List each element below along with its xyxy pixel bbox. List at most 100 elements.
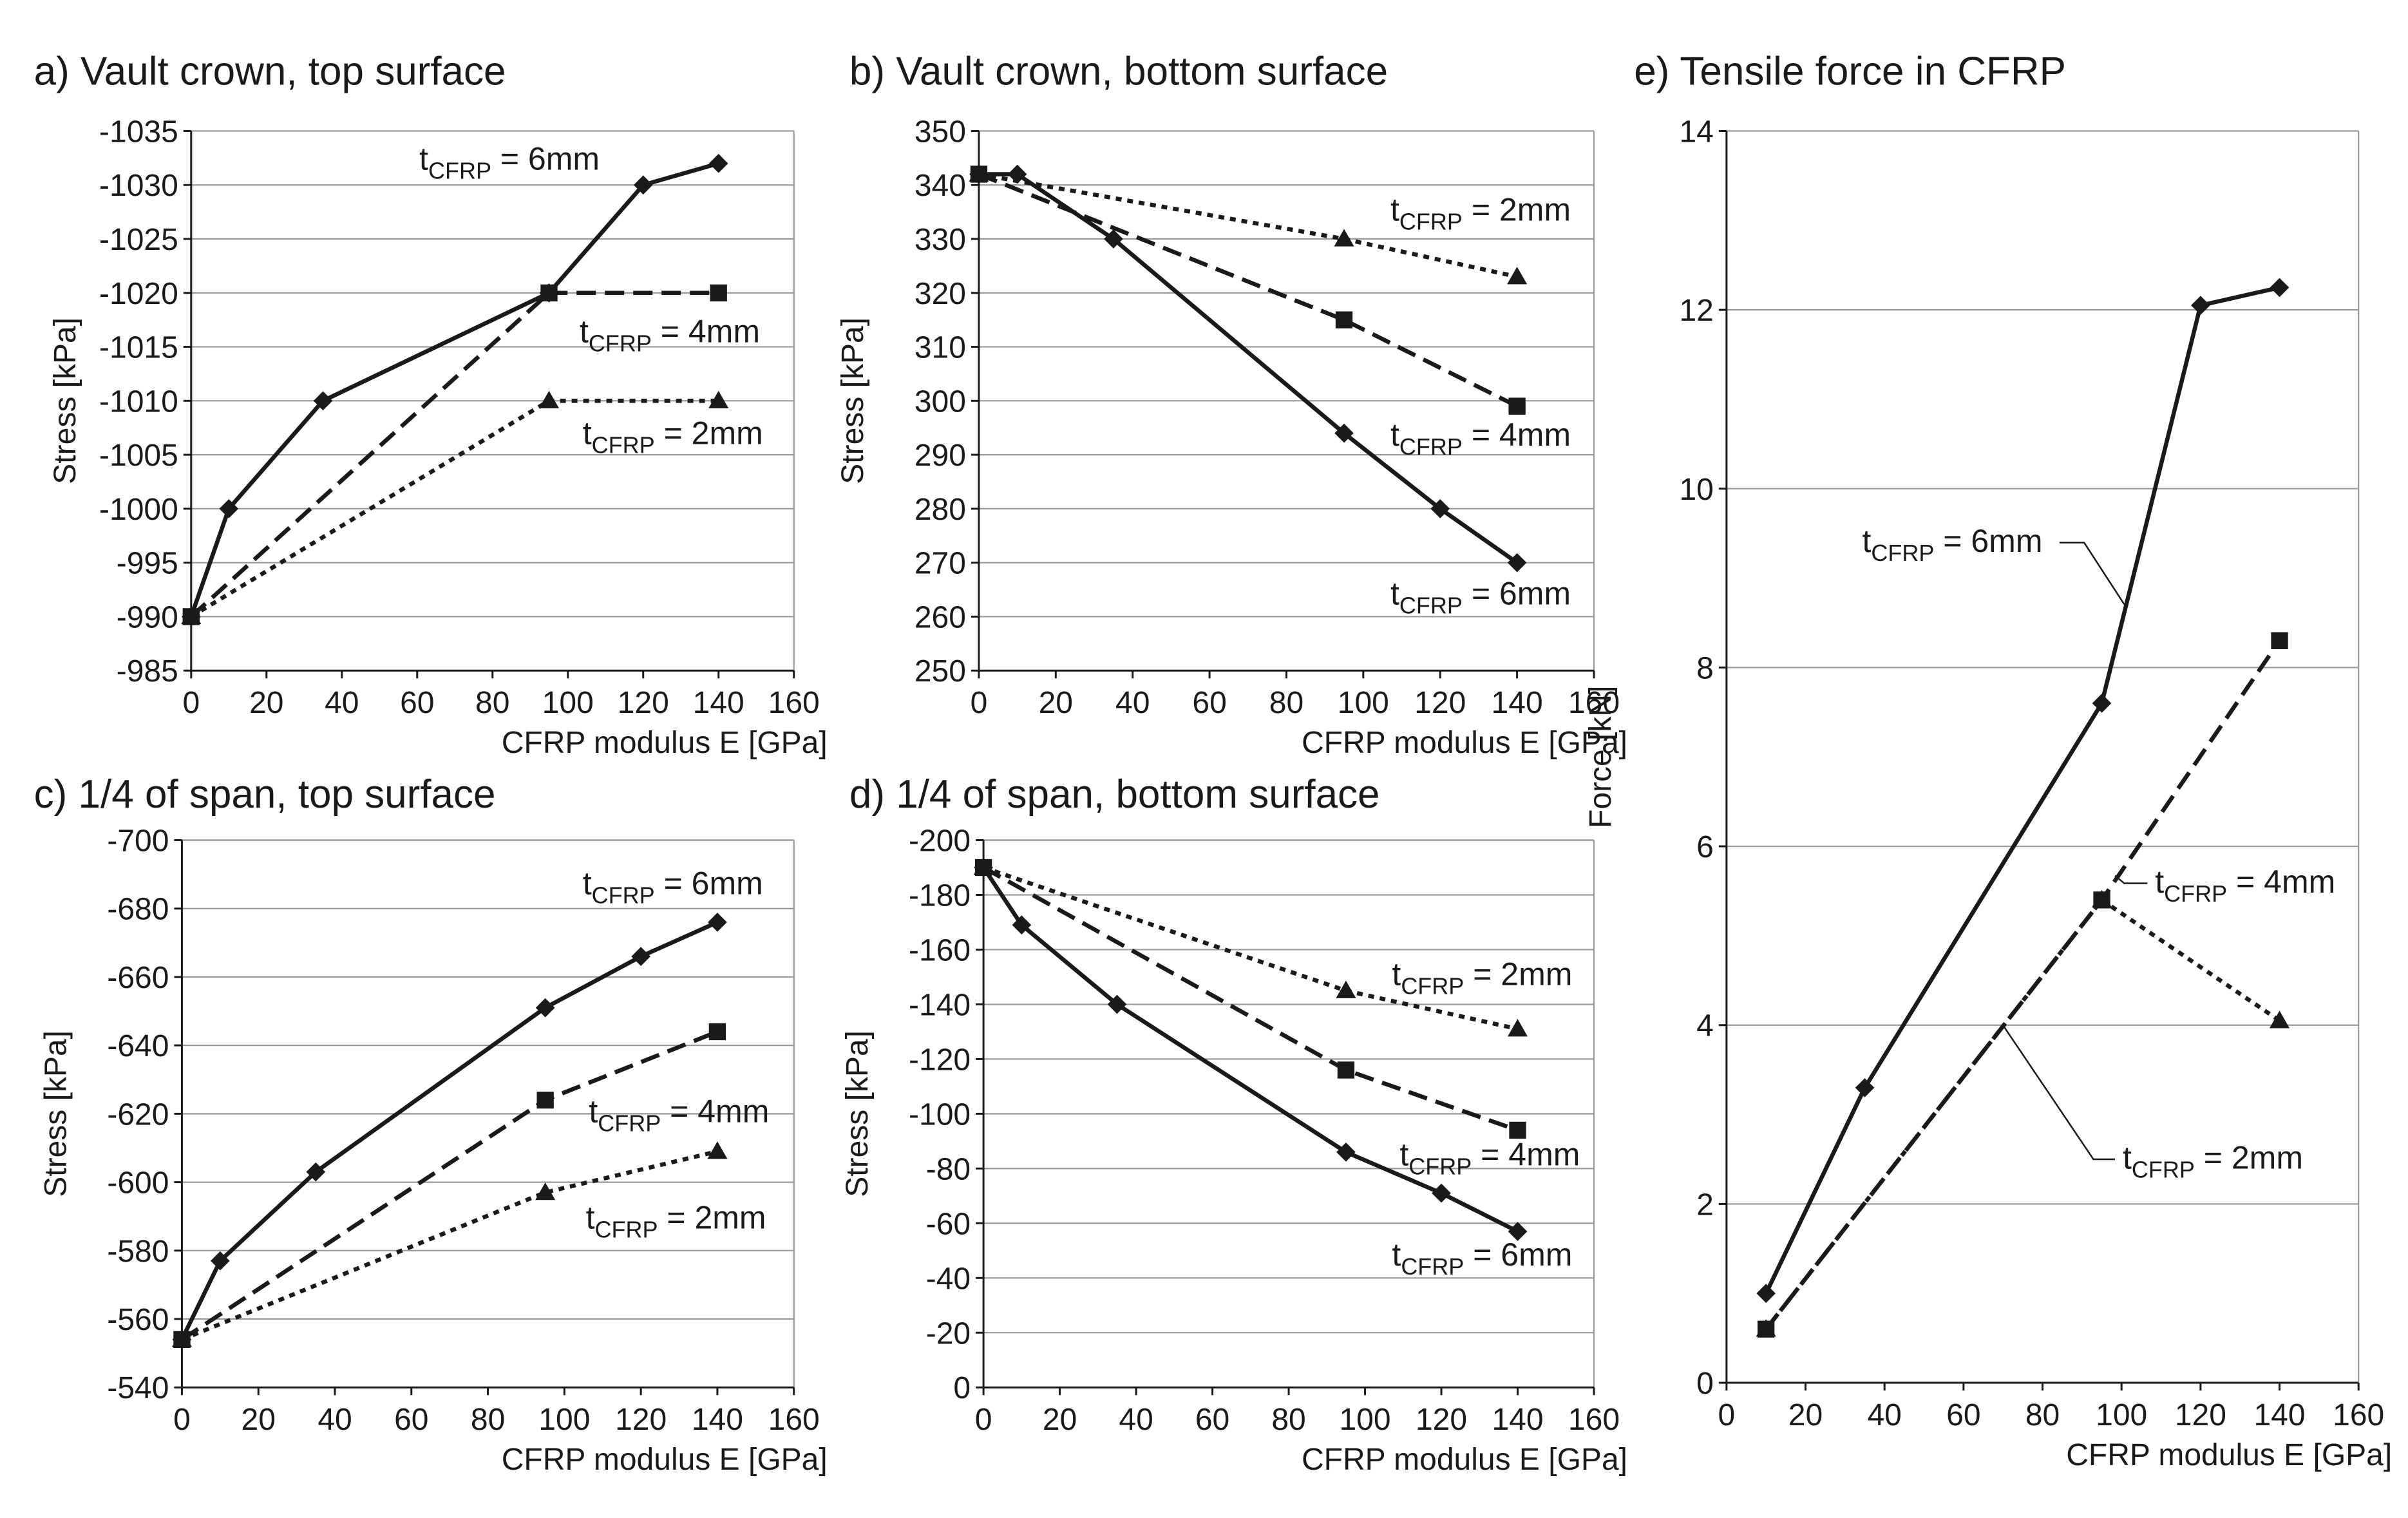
- x-tick-label: 120: [2175, 1398, 2226, 1432]
- y-tick-label: -1015: [99, 331, 178, 365]
- y-axis-label: Stress [kPa]: [39, 1030, 73, 1197]
- y-axis-label: Stress [kPa]: [48, 318, 82, 484]
- x-tick-label: 160: [2333, 1398, 2384, 1432]
- x-tick-label: 20: [1043, 1403, 1077, 1437]
- y-tick-label: -100: [909, 1097, 971, 1132]
- data-point-6mm: [708, 153, 728, 173]
- y-tick-label: 260: [915, 600, 966, 634]
- data-point-2mm: [535, 1182, 556, 1200]
- data-point-6mm: [1007, 164, 1027, 184]
- x-tick-label: 80: [471, 1403, 505, 1437]
- y-tick-label: 0: [1696, 1367, 1714, 1401]
- x-tick-label: 20: [249, 686, 283, 720]
- y-tick-label: -180: [909, 878, 971, 913]
- y-tick-label: 320: [915, 277, 966, 311]
- data-point-4mm: [536, 1091, 554, 1109]
- data-point-2mm: [708, 390, 729, 409]
- y-tick-label: 300: [915, 384, 966, 419]
- data-point-6mm: [1104, 229, 1123, 249]
- data-point-6mm: [969, 164, 989, 184]
- data-point-6mm: [313, 391, 333, 411]
- x-tick-label: 0: [971, 686, 988, 720]
- y-tick-label: -995: [117, 547, 178, 581]
- x-tick-label: 80: [475, 686, 509, 720]
- y-tick-label: -560: [107, 1303, 169, 1337]
- y-axis-label: Force [kN]: [1584, 686, 1618, 828]
- series-label-2mm: tCFRP = 2mm: [586, 1200, 766, 1243]
- x-tick-label: 100: [542, 686, 594, 720]
- x-tick-label: 40: [1115, 686, 1150, 720]
- x-tick-label: 120: [615, 1403, 667, 1437]
- x-tick-label: 120: [1416, 1403, 1467, 1437]
- series-label-4mm: tCFRP = 4mm: [580, 313, 760, 356]
- series-label-4mm: tCFRP = 4mm: [1399, 1137, 1580, 1180]
- y-tick-label: -160: [909, 933, 971, 967]
- leader-line-2mm: [2003, 1026, 2116, 1161]
- data-point-6mm: [1334, 423, 1354, 443]
- x-axis-label: CFRP modulus E [GPa]: [502, 726, 828, 760]
- y-tick-label: -1005: [99, 439, 178, 473]
- x-tick-label: 20: [242, 1403, 276, 1437]
- series-line-4mm: [978, 172, 1519, 408]
- x-tick-label: 80: [2025, 1398, 2060, 1432]
- chart-title: e) Tensile force in CFRP: [1634, 50, 2066, 94]
- y-tick-label: 2: [1696, 1188, 1714, 1222]
- series-label-2mm: tCFRP = 2mm: [1392, 956, 1572, 1000]
- series-line-2mm: [978, 172, 1518, 279]
- data-point-2mm: [2269, 1010, 2290, 1029]
- data-point-6mm: [1432, 1183, 1451, 1203]
- data-point-6mm: [1508, 1222, 1528, 1241]
- y-axis-label: Stress [kPa]: [840, 1030, 875, 1197]
- x-tick-label: 160: [1568, 1403, 1620, 1437]
- y-tick-label: 12: [1679, 294, 1713, 328]
- x-tick-label: 60: [394, 1403, 428, 1437]
- series-label-6mm: tCFRP = 6mm: [419, 140, 600, 184]
- y-tick-label: 350: [915, 115, 966, 149]
- y-tick-label: 310: [915, 331, 966, 365]
- data-point-6mm: [1855, 1078, 1875, 1097]
- data-point-6mm: [633, 175, 653, 195]
- series-line-2mm: [1764, 898, 2281, 1331]
- y-tick-label: 280: [915, 493, 966, 527]
- y-tick-label: -990: [117, 600, 178, 634]
- x-axis-label: CFRP modulus E [GPa]: [1302, 726, 1627, 760]
- series-label-6mm: tCFRP = 6mm: [583, 865, 763, 908]
- series-line-6mm: [189, 161, 719, 618]
- y-tick-label: 340: [915, 169, 966, 203]
- data-point-4mm: [2271, 632, 2288, 649]
- y-tick-label: -600: [107, 1166, 169, 1200]
- data-point-4mm: [708, 1023, 726, 1041]
- y-tick-label: -1010: [99, 384, 178, 419]
- y-tick-label: -540: [107, 1371, 169, 1405]
- data-point-6mm: [2270, 278, 2289, 298]
- data-point-2mm: [707, 1141, 728, 1159]
- y-tick-label: 14: [1679, 115, 1713, 149]
- y-tick-label: 290: [915, 439, 966, 473]
- y-tick-label: -680: [107, 893, 169, 927]
- x-tick-label: 60: [1192, 686, 1226, 720]
- x-tick-label: 60: [1946, 1398, 1980, 1432]
- data-point-2mm: [181, 606, 202, 625]
- y-tick-label: -80: [926, 1152, 971, 1186]
- x-tick-label: 140: [1492, 1403, 1543, 1437]
- data-point-6mm: [1430, 499, 1450, 518]
- data-point-6mm: [631, 947, 650, 966]
- chart-title: b) Vault crown, bottom surface: [849, 50, 1388, 94]
- x-tick-label: 0: [173, 1403, 191, 1437]
- x-tick-label: 20: [1788, 1398, 1823, 1432]
- y-tick-label: 330: [915, 223, 966, 257]
- data-point-4mm: [1335, 311, 1353, 328]
- chart-panel-c: c) 1/4 of span, top surface -540 -560 -580 -…: [34, 772, 828, 1477]
- data-point-6mm: [1012, 915, 1032, 935]
- data-point-6mm: [306, 1162, 326, 1182]
- data-point-6mm: [219, 499, 239, 518]
- x-tick-label: 140: [1492, 686, 1543, 720]
- y-tick-label: 8: [1696, 651, 1714, 685]
- series-line-6mm: [180, 920, 719, 1341]
- y-tick-label: 250: [915, 654, 966, 688]
- x-tick-label: 160: [768, 686, 820, 720]
- data-point-2mm: [1756, 1319, 1776, 1337]
- data-point-2mm: [538, 390, 560, 409]
- y-tick-label: -1030: [99, 169, 178, 203]
